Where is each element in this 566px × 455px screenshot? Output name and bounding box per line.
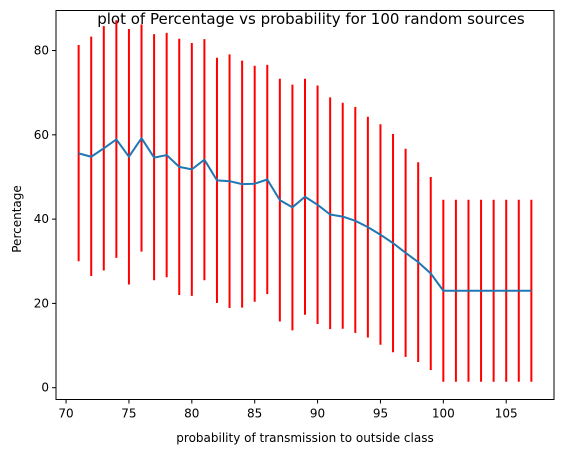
x-tick-label: 105 [495, 407, 518, 421]
chart-title: plot of Percentage vs probability for 10… [97, 10, 525, 28]
x-ticks: 70 75 80 85 90 95 100 105 [58, 399, 518, 421]
y-tick-label: 20 [34, 296, 49, 310]
x-tick-label: 75 [121, 407, 136, 421]
x-axis-label: probability of transmission to outside c… [176, 431, 433, 445]
x-tick-label: 100 [432, 407, 455, 421]
y-tick-label: 40 [34, 212, 49, 226]
y-tick-label: 0 [41, 381, 49, 395]
y-tick-label: 60 [34, 128, 49, 142]
x-tick-label: 85 [247, 407, 262, 421]
plot-frame [55, 10, 555, 400]
series-line [78, 137, 532, 292]
y-tick-label: 80 [34, 44, 49, 58]
series-lines [78, 137, 532, 292]
y-ticks: 0 20 40 60 80 [34, 44, 56, 395]
error-bars [77, 20, 533, 382]
y-axis-label: Percentage [10, 185, 24, 253]
x-tick-label: 70 [58, 407, 73, 421]
x-tick-label: 95 [373, 407, 388, 421]
x-tick-label: 90 [310, 407, 325, 421]
x-tick-label: 80 [184, 407, 199, 421]
